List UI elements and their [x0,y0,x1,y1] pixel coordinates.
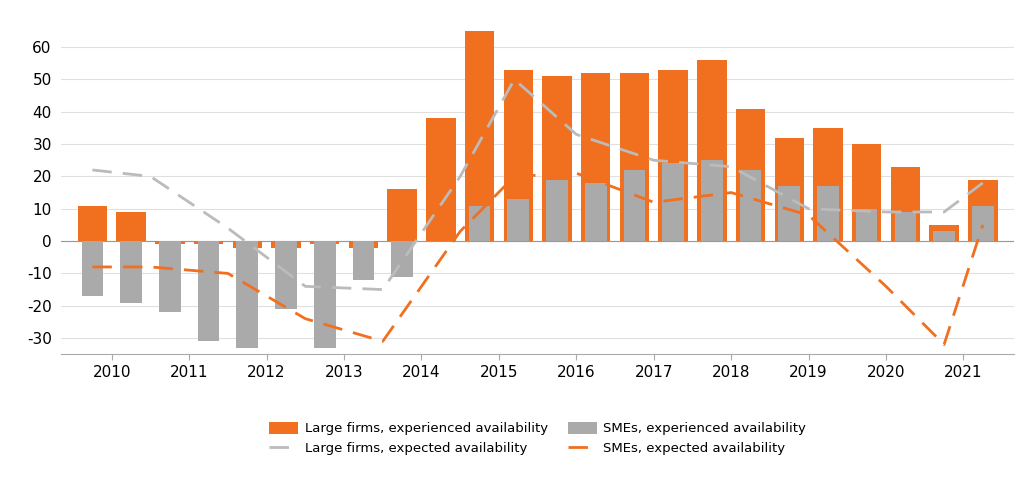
Bar [120,241,142,303]
Bar [82,241,103,296]
Bar [349,241,378,247]
Bar [813,128,843,241]
Bar [546,180,567,241]
Bar [701,160,723,241]
Bar [856,209,878,241]
Bar [968,180,997,241]
Bar [581,73,610,241]
Bar [310,241,339,245]
Bar [736,109,765,241]
Bar [391,241,413,277]
Bar [155,241,184,245]
Bar [620,73,649,241]
Bar [232,241,262,247]
Bar [739,170,762,241]
Bar [658,70,688,241]
Bar [387,189,417,241]
Bar [933,231,955,241]
Bar [504,70,532,241]
Bar [697,60,726,241]
Bar [852,144,882,241]
Bar [972,206,993,241]
Bar [194,241,223,245]
Bar [469,206,490,241]
Bar [426,118,456,241]
Bar [930,225,958,241]
Bar [663,163,684,241]
Bar [465,31,495,241]
Bar [891,167,921,241]
Bar [585,183,606,241]
Bar [352,241,374,280]
Bar [895,212,916,241]
Bar [78,206,108,241]
Bar [508,199,529,241]
Legend: Large firms, experienced availability, Large firms, expected availability, SMEs,: Large firms, experienced availability, L… [269,422,806,456]
Bar [624,170,645,241]
Bar [275,241,297,309]
Bar [817,186,839,241]
Bar [117,212,145,241]
Bar [237,241,258,348]
Bar [313,241,336,348]
Bar [159,241,180,312]
Bar [778,186,800,241]
Bar [198,241,219,341]
Bar [271,241,301,247]
Bar [774,138,804,241]
Bar [543,76,571,241]
